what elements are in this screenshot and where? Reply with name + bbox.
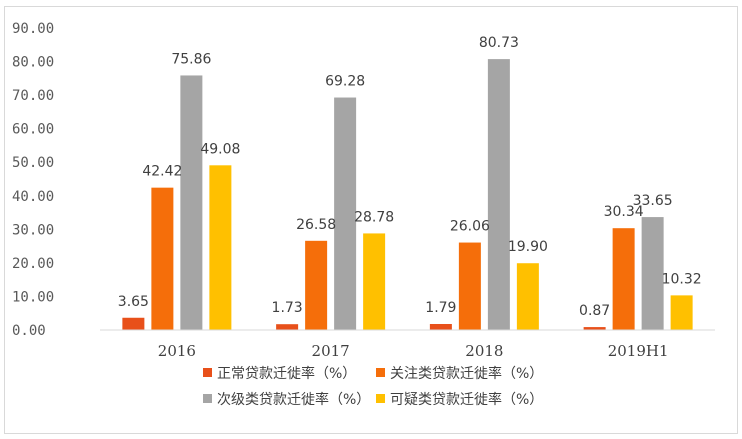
y-tick-label-7: 70.00 — [12, 88, 54, 104]
data-label-3-0: 49.08 — [200, 141, 240, 157]
data-label-2-2: 80.73 — [479, 35, 519, 51]
x-tick-label-1: 2017 — [312, 342, 350, 360]
bar-0-2 — [429, 323, 452, 330]
legend-swatch-1 — [376, 368, 385, 377]
bar-3-3 — [670, 295, 693, 330]
legend-swatch-3 — [376, 394, 385, 403]
data-label-3-3: 10.32 — [662, 271, 702, 287]
y-tick-label-6: 60.00 — [12, 122, 54, 138]
bar-series — [122, 59, 693, 331]
data-label-0-2: 1.79 — [425, 300, 456, 316]
bar-1-2 — [458, 242, 481, 330]
data-label-2-1: 69.28 — [325, 74, 365, 90]
legend-swatch-0 — [203, 368, 212, 377]
y-tick-label-8: 80.00 — [12, 55, 54, 71]
bar-1-3 — [612, 228, 635, 330]
data-label-1-3: 30.34 — [604, 204, 644, 220]
bar-2-0 — [180, 75, 203, 330]
y-tick-label-9: 90.00 — [12, 21, 54, 37]
bar-0-1 — [276, 324, 299, 330]
x-tick-label-0: 2016 — [158, 342, 196, 360]
y-axis-ticks: 0.00 10.00 20.00 30.00 40.00 50.00 60.00 70.00 8… — [12, 21, 54, 339]
data-label-3-2: 19.90 — [508, 239, 548, 255]
legend-label-3: 可疑类贷款迁徙率（%） — [390, 391, 543, 408]
bar-2-3 — [641, 217, 664, 330]
y-tick-label-5: 50.00 — [12, 155, 54, 171]
legend-label-0: 正常贷款迁徙率（%） — [217, 365, 356, 382]
data-label-0-3: 0.87 — [579, 303, 610, 319]
bar-1-0 — [151, 187, 174, 330]
data-label-2-3: 33.65 — [633, 193, 673, 209]
legend-label-2: 次级类贷款迁徙率（%） — [217, 391, 370, 408]
x-axis-labels: 2016 2017 2018 2019H1 — [158, 342, 669, 360]
data-labels: 3.65 42.42 75.86 49.08 1.73 26.58 69.28 28.78 1.… — [118, 35, 702, 319]
bar-0-3 — [583, 327, 606, 330]
data-label-1-1: 26.58 — [296, 217, 336, 233]
data-label-1-2: 26.06 — [450, 219, 490, 235]
data-label-2-0: 75.86 — [171, 51, 211, 67]
y-tick-label-1: 10.00 — [12, 289, 54, 305]
chart-frame — [4, 6, 738, 434]
data-label-1-0: 42.42 — [142, 164, 182, 180]
legend-label-1: 关注类贷款迁徙率（%） — [390, 365, 543, 382]
bar-3-2 — [516, 263, 539, 330]
y-tick-label-3: 30.00 — [12, 222, 54, 238]
x-tick-label-2: 2018 — [465, 342, 503, 360]
bar-3-0 — [209, 165, 232, 330]
bar-2-1 — [334, 97, 357, 330]
bar-2-2 — [487, 59, 510, 331]
data-label-0-1: 1.73 — [272, 300, 303, 316]
y-tick-label-4: 40.00 — [12, 189, 54, 205]
bar-0-0 — [122, 317, 145, 330]
legend: 正常贷款迁徙率（%） 关注类贷款迁徙率（%） 次级类贷款迁徙率（%） 可疑类贷款迁徙率… — [203, 365, 543, 408]
data-label-3-1: 28.78 — [354, 209, 394, 225]
x-tick-label-3: 2019H1 — [608, 342, 669, 360]
data-label-0-0: 3.65 — [118, 294, 149, 310]
y-tick-label-2: 20.00 — [12, 256, 54, 272]
bar-3-1 — [363, 233, 386, 330]
legend-swatch-2 — [203, 394, 212, 403]
y-tick-label-0: 0.00 — [12, 323, 46, 339]
bar-1-1 — [305, 240, 328, 330]
